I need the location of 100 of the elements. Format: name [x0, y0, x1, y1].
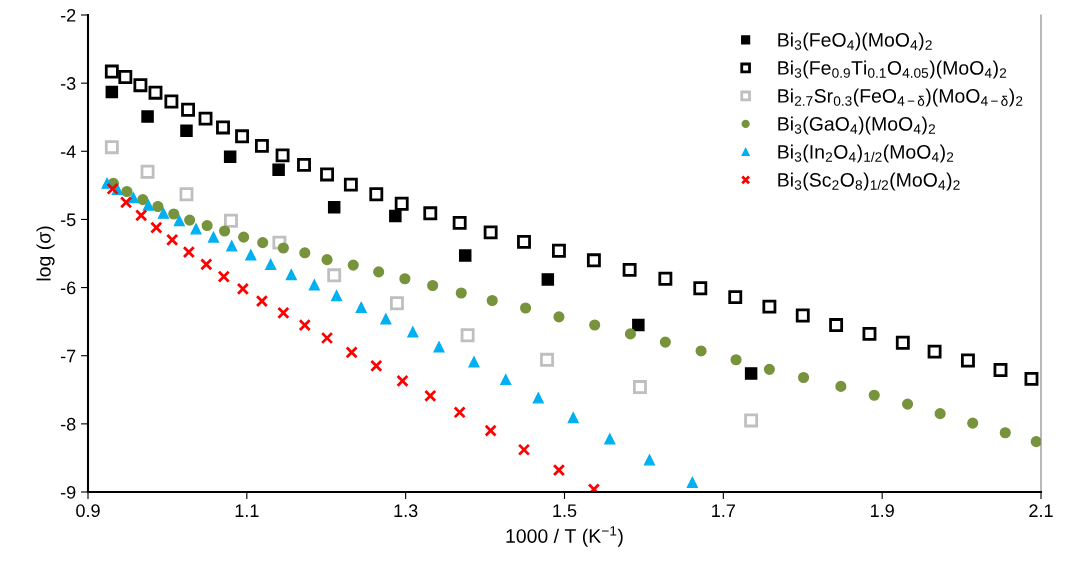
- point: [369, 187, 384, 202]
- point: [433, 341, 445, 353]
- point: [321, 254, 333, 266]
- point: [960, 353, 975, 368]
- x-tick-label: 0.9: [76, 504, 100, 518]
- point: [728, 290, 743, 305]
- point: [121, 185, 133, 198]
- point: [553, 311, 565, 323]
- point: [407, 326, 419, 338]
- point: [133, 78, 148, 93]
- point: [373, 266, 385, 278]
- point: [517, 234, 531, 249]
- point: [105, 85, 119, 99]
- point: [484, 424, 497, 437]
- point: [517, 443, 531, 456]
- point: [255, 294, 269, 308]
- point: [902, 398, 914, 410]
- point: [272, 235, 287, 250]
- point: [182, 245, 196, 259]
- point: [141, 110, 154, 123]
- point: [265, 258, 277, 270]
- point: [150, 221, 163, 234]
- point: [207, 231, 220, 243]
- point: [164, 94, 179, 109]
- point: [277, 306, 290, 320]
- point: [254, 138, 269, 153]
- point: [217, 270, 231, 283]
- point: [1030, 436, 1041, 448]
- point: [235, 129, 250, 144]
- point: [224, 213, 238, 228]
- point: [380, 313, 392, 325]
- point: [106, 182, 119, 196]
- point: [455, 287, 467, 299]
- point: [453, 406, 466, 419]
- point: [520, 302, 532, 314]
- point: [181, 102, 196, 117]
- legend-label: Bi$_{3}$(FeO$_{4}$)(MoO$_{4}$)$_{2}$: [778, 32, 932, 51]
- point: [643, 454, 656, 466]
- point: [829, 318, 844, 332]
- point: [355, 301, 367, 313]
- point: [104, 140, 119, 155]
- point: [586, 253, 601, 268]
- point: [345, 346, 358, 359]
- point: [967, 417, 979, 429]
- point: [297, 157, 311, 172]
- x-tick-label: 2.1: [1029, 504, 1053, 517]
- y-tick-label: -3: [60, 77, 76, 90]
- point: [104, 64, 119, 79]
- point: [389, 209, 402, 223]
- point: [165, 233, 179, 247]
- point: [219, 225, 231, 237]
- point: [744, 367, 758, 380]
- point: [320, 167, 334, 182]
- point: [184, 214, 196, 226]
- point: [552, 463, 566, 477]
- point: [299, 247, 311, 259]
- point: [152, 200, 164, 213]
- point: [1024, 371, 1039, 386]
- point: [389, 296, 404, 311]
- y-tick-label: -4: [60, 145, 76, 158]
- point: [190, 223, 202, 235]
- point: [134, 209, 148, 222]
- point: [762, 299, 777, 314]
- point: [797, 371, 810, 384]
- point: [540, 352, 554, 367]
- point: [119, 196, 133, 209]
- point: [589, 319, 601, 331]
- x-tick-label: 1.5: [553, 504, 577, 518]
- point: [198, 111, 213, 126]
- y-axis-title: log (σ): [36, 226, 55, 281]
- point: [275, 148, 290, 163]
- point: [659, 336, 671, 348]
- text: Bi$_{3}$(In$_{2}$O$_{4}$)$_{1/2}$(MoO$_{4}$)$_{2}$: [778, 144, 954, 163]
- point: [483, 225, 498, 240]
- point: [272, 163, 285, 176]
- point: [744, 413, 759, 428]
- point: [140, 164, 155, 179]
- point: [795, 308, 810, 323]
- point: [179, 187, 194, 202]
- x-tick-label: 1.9: [870, 504, 894, 518]
- y-tick-label: -5: [60, 213, 76, 227]
- point: [486, 294, 498, 307]
- point: [236, 282, 250, 296]
- point: [327, 268, 342, 283]
- point: [180, 124, 193, 138]
- point: [285, 269, 297, 281]
- point: [347, 259, 359, 271]
- point: [624, 328, 636, 340]
- point: [245, 249, 257, 261]
- point: [895, 335, 910, 350]
- point: [277, 242, 289, 254]
- point: [370, 359, 383, 373]
- point: [394, 196, 409, 211]
- y-tick-label: -7: [60, 349, 76, 363]
- point: [238, 231, 250, 243]
- point: [532, 392, 544, 404]
- point: [148, 85, 163, 100]
- point: [622, 262, 637, 277]
- point: [173, 215, 185, 227]
- point: [168, 208, 180, 220]
